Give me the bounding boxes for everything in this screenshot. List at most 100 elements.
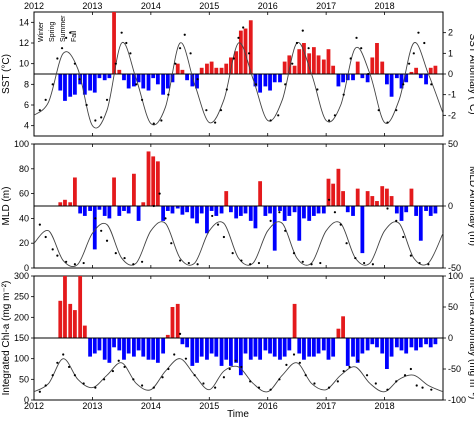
top-year-label: 2013 xyxy=(82,1,102,11)
observation-point xyxy=(129,52,132,55)
anomaly-bar xyxy=(326,178,331,206)
anomaly-bar xyxy=(146,151,151,206)
bottom-year-label: 2012 xyxy=(24,401,44,411)
observation-point xyxy=(284,83,287,86)
anomaly-bar xyxy=(122,338,126,360)
right-tick-label: 1 xyxy=(448,48,453,58)
observation-point xyxy=(269,388,272,391)
observation-point xyxy=(339,223,342,226)
anomaly-bar xyxy=(126,206,131,214)
observation-point xyxy=(292,353,296,356)
left-tick-label: 50 xyxy=(19,374,29,384)
anomaly-bar xyxy=(112,177,116,206)
anomaly-bar xyxy=(268,338,272,354)
anomaly-bar xyxy=(268,206,272,214)
left-tick-label: 0 xyxy=(24,263,29,273)
right-axis-label: SST Anomaly (°C) xyxy=(467,33,474,114)
anomaly-bar xyxy=(180,338,185,345)
observation-point xyxy=(82,261,85,265)
observation-point xyxy=(367,72,370,76)
anomaly-bar xyxy=(282,338,287,357)
observation-point xyxy=(167,367,170,371)
observation-point xyxy=(56,361,59,364)
anomaly-bar xyxy=(180,69,185,74)
anomaly-bar xyxy=(195,338,199,363)
anomaly-bar xyxy=(404,74,409,83)
anomaly-bar xyxy=(365,74,370,83)
observation-point xyxy=(234,359,237,362)
observation-point xyxy=(105,98,109,101)
left-tick-label: 100 xyxy=(14,139,29,149)
observation-point xyxy=(196,78,199,81)
anomaly-bar xyxy=(185,338,189,348)
anomaly-bar xyxy=(195,74,199,89)
observation-point xyxy=(56,57,59,60)
anomaly-bar xyxy=(214,67,219,74)
anomaly-bar xyxy=(394,74,399,79)
observation-point xyxy=(285,363,288,366)
anomaly-bar xyxy=(414,338,419,351)
anomaly-bar xyxy=(385,338,389,369)
observation-point xyxy=(85,103,88,107)
observation-point xyxy=(132,378,135,381)
observation-point xyxy=(417,31,420,34)
anomaly-bar xyxy=(58,202,63,206)
observation-point xyxy=(249,380,252,383)
observation-point xyxy=(114,62,117,65)
anomaly-bar xyxy=(136,206,141,221)
anomaly-bar xyxy=(151,338,156,360)
anomaly-bar xyxy=(73,177,77,206)
anomaly-bar xyxy=(190,338,195,366)
anomaly-bar xyxy=(278,206,282,211)
observation-point xyxy=(409,254,412,257)
observation-point xyxy=(430,388,433,391)
anomaly-bar xyxy=(97,74,102,79)
anomaly-bar xyxy=(321,206,326,214)
observation-point xyxy=(170,242,173,245)
observation-point xyxy=(412,52,415,55)
right-tick-label: -50 xyxy=(448,364,461,374)
left-tick-label: 80 xyxy=(19,164,29,174)
observation-point xyxy=(38,390,41,393)
anomaly-bar xyxy=(88,338,92,357)
right-tick-label: 2 xyxy=(448,28,453,38)
anomaly-bar xyxy=(370,196,375,206)
bottom-year-label: 2016 xyxy=(258,401,278,411)
observation-point xyxy=(395,109,398,112)
anomaly-bar xyxy=(258,74,263,93)
observation-point xyxy=(395,219,398,222)
anomaly-bar xyxy=(107,206,112,219)
observation-point xyxy=(254,83,258,86)
anomaly-bar xyxy=(307,338,312,357)
anomaly-bar xyxy=(243,206,248,214)
anomaly-bar xyxy=(214,338,219,357)
right-axis-label: MLD Anomaly (m) xyxy=(467,166,474,246)
season-labels: Winter Spring Summer Fall xyxy=(38,15,78,42)
anomaly-bar xyxy=(302,206,306,219)
anomaly-bar xyxy=(351,74,355,81)
anomaly-bar xyxy=(68,303,73,338)
anomaly-bar xyxy=(287,206,292,216)
left-tick-label: 8 xyxy=(24,79,29,89)
anomaly-bar xyxy=(63,276,67,338)
anomaly-bar xyxy=(224,63,229,74)
observation-point xyxy=(298,361,301,364)
anomaly-bar xyxy=(136,74,141,83)
observation-point xyxy=(402,83,405,86)
season-label: Winter xyxy=(38,21,45,42)
anomaly-bar xyxy=(336,74,341,87)
anomaly-bar xyxy=(389,74,394,97)
observation-point xyxy=(160,119,163,122)
anomaly-bar xyxy=(375,338,379,348)
anomaly-bar xyxy=(63,199,67,206)
observation-point xyxy=(100,229,103,232)
anomaly-bar xyxy=(102,74,107,81)
anomaly-bar xyxy=(248,20,253,74)
anomaly-bar xyxy=(180,206,185,215)
observation-point xyxy=(402,235,405,239)
observation-point xyxy=(374,382,377,385)
observation-point xyxy=(333,114,337,117)
anomaly-bar xyxy=(117,206,122,216)
bottom-year-label: 2013 xyxy=(82,401,102,411)
anomaly-bar xyxy=(224,191,229,206)
